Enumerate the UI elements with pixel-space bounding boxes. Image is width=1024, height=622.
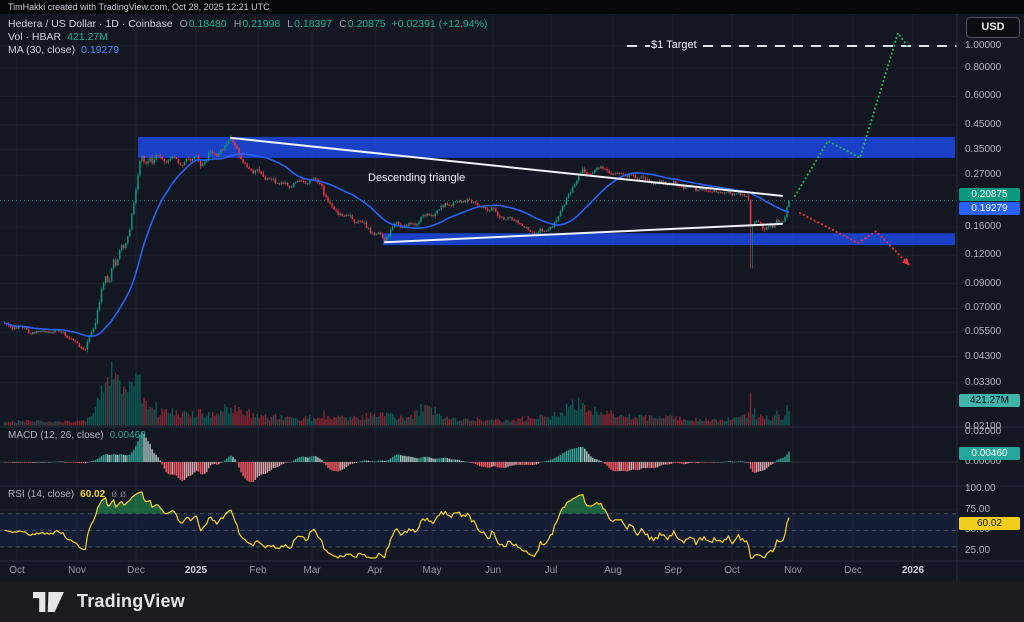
price-tick-label: 0.03300 xyxy=(965,376,1002,388)
macd-value: 0.00460 xyxy=(109,430,146,441)
symbol-title: Hedera / US Dollar · 1D · Coinbase xyxy=(8,18,173,30)
rsi-source-icons: ø ø xyxy=(111,489,127,500)
price-tick-label: 0.04300 xyxy=(965,350,1002,362)
ohlc-value: 0.18397 xyxy=(294,18,333,30)
time-axis-label: Aug xyxy=(604,565,622,576)
vol-axis-badge: 421.27M xyxy=(959,394,1020,407)
price-tick-label: 0.02100 xyxy=(965,421,1002,433)
tradingview-logo-icon[interactable] xyxy=(33,591,67,613)
time-axis-label: Nov xyxy=(784,565,802,576)
change-value: +0.02391 (+12.94%) xyxy=(391,18,488,30)
price-tick-label: 0.05500 xyxy=(965,326,1002,338)
rsi-label: RSI (14, close) xyxy=(8,489,75,500)
time-axis-label: Dec xyxy=(127,565,145,576)
time-axis-label: Mar xyxy=(303,565,321,576)
time-axis-label: 2025 xyxy=(184,565,208,576)
macd-label: MACD (12, 26, close) xyxy=(8,430,104,441)
time-axis-label: Oct xyxy=(9,565,25,576)
ohlc-key: L xyxy=(287,18,294,30)
ohlc-value: 0.21998 xyxy=(242,18,281,30)
ohlc-values: O0.18480 H0.21998 L0.18397 C0.20875 xyxy=(173,18,386,30)
price-axis[interactable]: 1.00000 0.80000 0.60000 0.45000 0.35000 0.270… xyxy=(957,0,1024,581)
ohlc-value: 0.20875 xyxy=(347,18,386,30)
volume-label: Vol · HBAR xyxy=(8,31,62,43)
price-axis-badge: 0.20875 xyxy=(959,188,1020,201)
rsi-tick-label: 75.00 xyxy=(965,503,991,515)
volume-legend[interactable]: Vol · HBAR 421.27M xyxy=(8,31,108,43)
symbol-legend[interactable]: Hedera / US Dollar · 1D · Coinbase O0.184… xyxy=(8,18,487,30)
macd-legend[interactable]: MACD (12, 26, close) 0.00460 xyxy=(8,430,146,441)
rsi-value: 60.02 xyxy=(80,489,106,500)
macd-tick-label: 0.00000 xyxy=(965,456,1002,467)
rsi-tick-label: 50.00 xyxy=(965,524,991,536)
price-tick-label: 0.27000 xyxy=(965,169,1002,181)
price-tick-label: 0.45000 xyxy=(965,118,1002,130)
time-axis-label: 2026 xyxy=(901,565,925,576)
time-axis-label: Jun xyxy=(484,565,502,576)
price-tick-label: 0.60000 xyxy=(965,90,1002,102)
price-target-label[interactable]: $1 Target xyxy=(651,39,697,51)
ma-legend[interactable]: MA (30, close) 0.19279 xyxy=(8,44,119,56)
macd-axis-badge: 0.00460 xyxy=(959,446,1020,460)
attribution-bar: TimHakki created with TradingView.com, O… xyxy=(0,0,1024,14)
time-axis[interactable]: Oct Nov Dec 2025 Feb Mar Apr May Jun Jul Aug Sep Oct… xyxy=(0,561,957,581)
rsi-tick-label: 25.00 xyxy=(965,545,991,556)
ohlc-key: O xyxy=(179,18,188,30)
time-axis-label: Sep xyxy=(664,565,682,576)
descending-triangle-label[interactable]: Descending triangle xyxy=(368,172,466,184)
price-tick-label: 0.09000 xyxy=(965,277,1002,289)
ma-label: MA (30, close) xyxy=(8,44,76,56)
rsi-legend[interactable]: RSI (14, close) 60.02 ø ø xyxy=(8,489,126,500)
ma-axis-badge: 0.19279 xyxy=(959,201,1020,215)
price-tick-label: 0.80000 xyxy=(965,62,1002,74)
ma-value: 0.19279 xyxy=(81,44,120,56)
time-axis-label: May xyxy=(422,565,442,576)
ohlc-key: C xyxy=(339,18,347,30)
rsi-axis-badge: 60.02 xyxy=(959,516,1020,530)
price-tick-label: 0.12000 xyxy=(965,249,1002,261)
price-tick-label: 0.16000 xyxy=(965,220,1002,232)
time-axis-label: Jul xyxy=(544,565,558,576)
time-axis-label: Nov xyxy=(68,565,86,576)
price-tick-label: 1.00000 xyxy=(965,40,1002,51)
ohlc-value: 0.18480 xyxy=(188,18,227,30)
attribution-text: TimHakki created with TradingView.com, O… xyxy=(8,2,270,12)
time-axis-label: Oct xyxy=(724,565,740,576)
volume-value: 421.27M xyxy=(67,31,108,43)
currency-toggle-button[interactable]: USD xyxy=(966,17,1020,38)
footer-bar: TradingView xyxy=(0,581,1024,622)
rsi-tick-label: 100.00 xyxy=(965,483,996,494)
tradingview-wordmark[interactable]: TradingView xyxy=(77,591,185,611)
price-tick-label: 0.07000 xyxy=(965,302,1002,314)
time-axis-label: Dec xyxy=(844,565,862,576)
time-axis-label: Feb xyxy=(249,565,267,576)
ohlc-key: H xyxy=(233,18,242,30)
time-axis-label: Apr xyxy=(367,565,383,576)
price-tick-label: 0.35000 xyxy=(965,143,1002,155)
price-tick-label: 0.02000 xyxy=(965,426,1002,438)
